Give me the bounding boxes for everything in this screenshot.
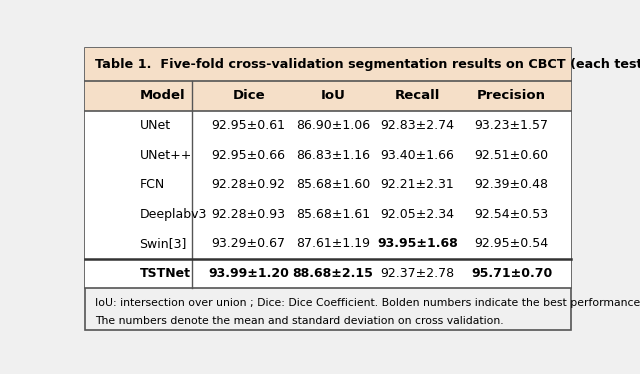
Text: The numbers denote the mean and standard deviation on cross validation.: The numbers denote the mean and standard… — [95, 316, 504, 327]
Text: Recall: Recall — [395, 89, 440, 102]
Text: Dice: Dice — [232, 89, 265, 102]
Text: IoU: IoU — [321, 89, 346, 102]
FancyBboxPatch shape — [85, 48, 571, 330]
Text: 93.29±0.67: 93.29±0.67 — [212, 237, 285, 251]
Text: Deeplabv3: Deeplabv3 — [140, 208, 207, 221]
Text: 92.39±0.48: 92.39±0.48 — [474, 178, 548, 191]
Text: IoU: intersection over union ; Dice: Dice Coefficient. Bolden numbers indicate t: IoU: intersection over union ; Dice: Dic… — [95, 298, 640, 308]
FancyBboxPatch shape — [85, 48, 571, 81]
Text: 92.83±2.74: 92.83±2.74 — [380, 119, 454, 132]
Text: UNet: UNet — [140, 119, 171, 132]
Text: UNet++: UNet++ — [140, 149, 192, 162]
Text: 93.23±1.57: 93.23±1.57 — [474, 119, 548, 132]
FancyBboxPatch shape — [85, 81, 571, 111]
Text: 92.95±0.54: 92.95±0.54 — [474, 237, 548, 251]
Text: 85.68±1.61: 85.68±1.61 — [296, 208, 370, 221]
Text: 86.90±1.06: 86.90±1.06 — [296, 119, 370, 132]
Text: 92.28±0.92: 92.28±0.92 — [212, 178, 285, 191]
Text: 92.21±2.31: 92.21±2.31 — [380, 178, 454, 191]
Text: FCN: FCN — [140, 178, 164, 191]
Text: 92.54±0.53: 92.54±0.53 — [474, 208, 548, 221]
Text: 92.28±0.93: 92.28±0.93 — [212, 208, 285, 221]
Text: Precision: Precision — [477, 89, 546, 102]
Text: 93.95±1.68: 93.95±1.68 — [377, 237, 458, 251]
Text: 92.95±0.61: 92.95±0.61 — [212, 119, 285, 132]
Text: 88.68±2.15: 88.68±2.15 — [292, 267, 373, 280]
Text: 85.68±1.60: 85.68±1.60 — [296, 178, 370, 191]
Text: 92.95±0.66: 92.95±0.66 — [212, 149, 285, 162]
Text: 92.05±2.34: 92.05±2.34 — [380, 208, 454, 221]
Text: Table 1.  Five-fold cross-validation segmentation results on CBCT (each tested w: Table 1. Five-fold cross-validation segm… — [95, 58, 640, 71]
Text: 93.40±1.66: 93.40±1.66 — [380, 149, 454, 162]
Text: Model: Model — [140, 89, 185, 102]
Text: 92.37±2.78: 92.37±2.78 — [380, 267, 454, 280]
Text: Swin[3]: Swin[3] — [140, 237, 187, 251]
Text: 87.61±1.19: 87.61±1.19 — [296, 237, 370, 251]
Text: 86.83±1.16: 86.83±1.16 — [296, 149, 370, 162]
Text: TSTNet: TSTNet — [140, 267, 191, 280]
Text: 95.71±0.70: 95.71±0.70 — [471, 267, 552, 280]
FancyBboxPatch shape — [85, 81, 571, 288]
Text: 93.99±1.20: 93.99±1.20 — [208, 267, 289, 280]
Text: 92.51±0.60: 92.51±0.60 — [474, 149, 548, 162]
